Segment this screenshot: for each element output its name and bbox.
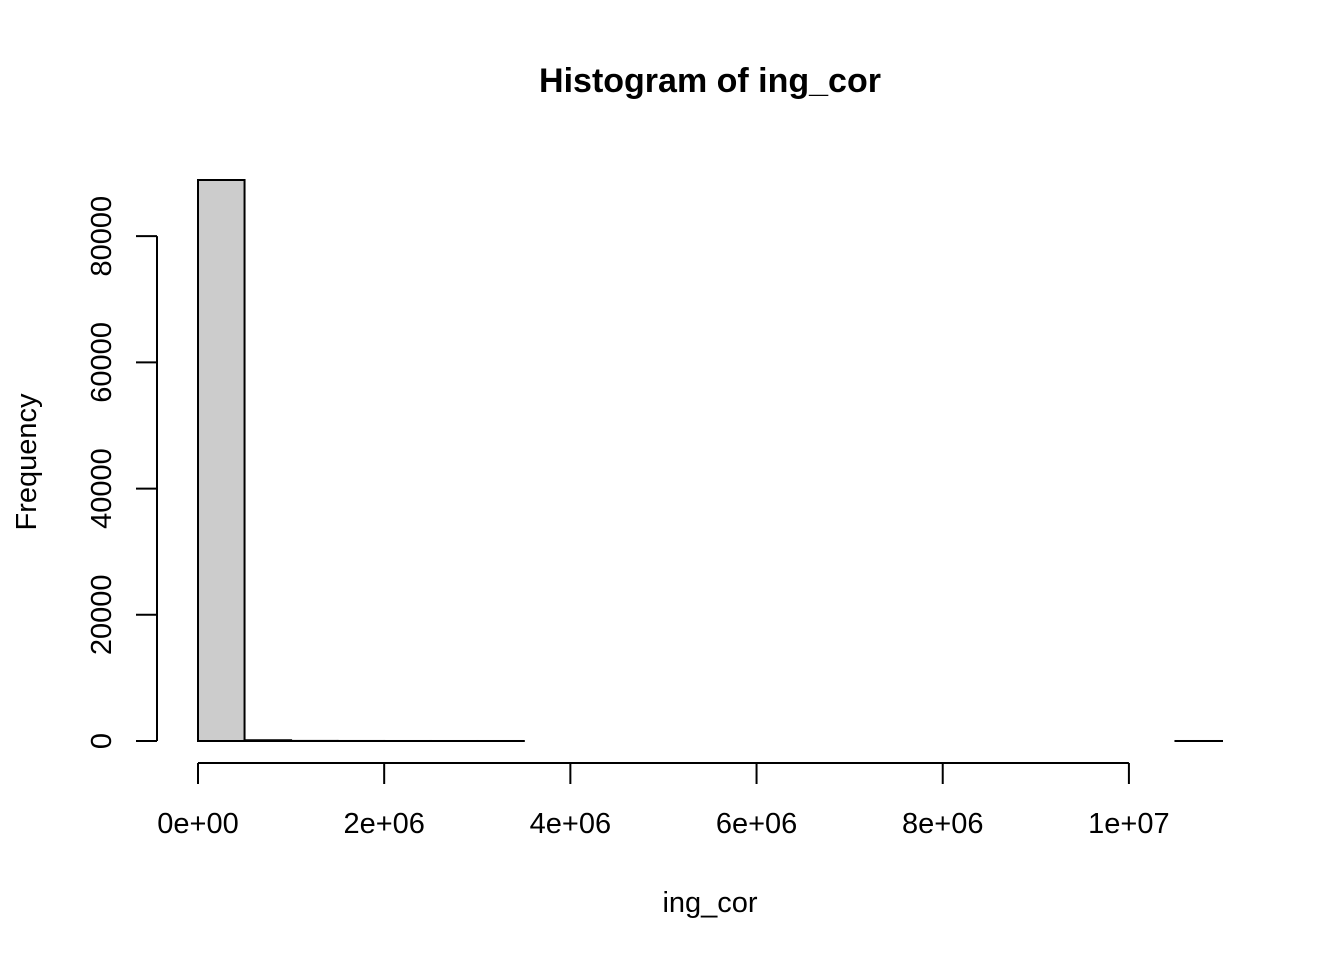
- histogram-bars: [197, 179, 1224, 743]
- x-tick-label: 8e+06: [902, 808, 983, 840]
- x-axis-title: ing_cor: [662, 887, 757, 919]
- x-axis: 0e+00 2e+06 4e+06 6e+06 8e+06 1e+07: [157, 762, 1170, 840]
- y-tick-label: 40000: [86, 448, 118, 529]
- y-axis-title: Frequency: [11, 393, 43, 531]
- x-tick-label: 0e+00: [157, 808, 238, 840]
- y-tick-label: 0: [86, 733, 118, 749]
- chart-title: Histogram of ing_cor: [539, 62, 881, 100]
- histogram-bar: [243, 739, 293, 742]
- histogram-bar: [197, 179, 246, 742]
- x-tick-label: 6e+06: [716, 808, 797, 840]
- x-tick-label: 2e+06: [343, 808, 424, 840]
- y-tick-label: 20000: [86, 574, 118, 655]
- x-tick-label: 4e+06: [530, 808, 611, 840]
- y-tick-label: 60000: [86, 322, 118, 403]
- y-tick-label: 80000: [86, 196, 118, 277]
- y-axis: 0 20000 40000 60000 80000: [86, 196, 158, 749]
- x-tick-label: 1e+07: [1088, 808, 1169, 840]
